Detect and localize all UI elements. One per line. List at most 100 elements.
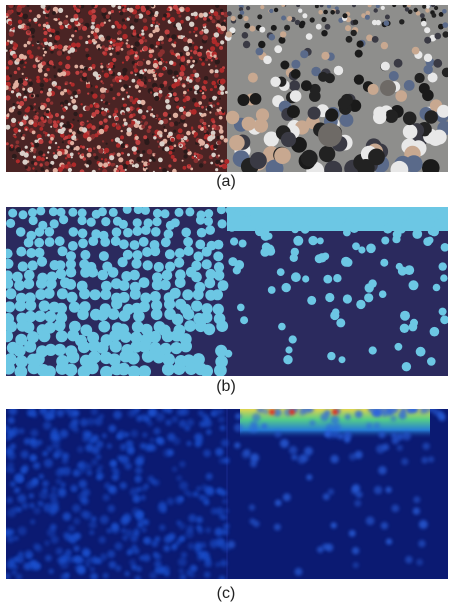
head-dot [191, 272, 202, 283]
person [327, 4, 331, 8]
crowd-speck [47, 91, 52, 96]
head-dot [218, 280, 229, 291]
density-blob [17, 494, 26, 503]
density-blob [178, 558, 187, 567]
person [325, 108, 338, 121]
head-dot [183, 237, 193, 247]
head-dot [28, 260, 38, 270]
density-blob [61, 573, 69, 581]
crowd-speck [176, 22, 181, 27]
person [258, 41, 265, 48]
crowd-speck [131, 45, 134, 48]
crowd-speck [49, 164, 53, 168]
density-blob [6, 497, 13, 504]
crowd-speck [29, 19, 32, 22]
crowd-speck [33, 156, 36, 159]
crowd-speck [29, 34, 31, 36]
crowd-speck [190, 23, 193, 26]
crowd-speck [8, 60, 13, 65]
crowd-speck [133, 47, 137, 51]
density-blob [70, 484, 78, 492]
crowd-speck [209, 69, 213, 73]
density-blob [78, 493, 86, 501]
crowd-speck [173, 113, 178, 118]
crowd-speck [131, 161, 133, 163]
density-blob [195, 542, 202, 549]
head-dot [411, 202, 420, 211]
crowd-speck [4, 85, 9, 90]
head-dot [109, 208, 118, 217]
head-dot [302, 275, 309, 282]
crowd-speck [88, 57, 92, 61]
crowd-speck [111, 25, 115, 29]
crowd-speck [121, 107, 123, 109]
density-blob [304, 447, 313, 456]
crowd-speck [31, 107, 34, 110]
density-blob [58, 489, 66, 497]
density-blob [377, 406, 385, 414]
person [243, 16, 248, 21]
crowd-speck [32, 167, 34, 169]
crowd-speck [25, 166, 28, 169]
head-dot [151, 309, 163, 321]
density-blob [309, 420, 315, 426]
density-blob [179, 523, 186, 530]
person [256, 48, 264, 56]
density-blob [164, 535, 172, 543]
density-blob [109, 486, 118, 495]
density-blob [49, 492, 58, 501]
crowd-speck [27, 4, 30, 7]
crowd-speck [122, 25, 126, 29]
density-blob [107, 443, 112, 448]
head-dot [44, 288, 55, 299]
crowd-speck [122, 34, 127, 39]
crowd-speck [182, 160, 184, 162]
ball [380, 80, 396, 96]
head-dot [123, 228, 133, 238]
density-blob [204, 419, 212, 427]
crowd-speck [65, 64, 70, 69]
crowd-speck [41, 43, 44, 46]
crowd-speck [95, 133, 99, 137]
head-dot [183, 308, 195, 320]
crowd-speck [198, 105, 200, 107]
person [403, 4, 407, 8]
head-dot [35, 248, 45, 258]
density-blob [154, 554, 161, 561]
density-blob [175, 540, 180, 545]
head-dot [265, 233, 272, 240]
crowd-speck [9, 74, 12, 77]
head-dot [142, 350, 155, 363]
crowd-speck [139, 104, 142, 107]
crowd-speck [126, 161, 130, 165]
crowd-speck [40, 91, 43, 94]
density-blob [196, 516, 203, 523]
head-dot [119, 239, 129, 249]
crowd-speck [161, 58, 163, 60]
person [250, 93, 262, 105]
head-dot [16, 247, 26, 257]
crowd-speck [219, 97, 221, 99]
crowd-speck [100, 63, 102, 65]
crowd-speck [18, 129, 21, 132]
density-blob [215, 448, 223, 456]
density-blob [345, 414, 351, 420]
crowd-speck [183, 106, 186, 109]
head-dot [202, 259, 212, 269]
crowd-speck [80, 145, 83, 148]
head-dot [291, 248, 299, 256]
crowd-speck [19, 101, 24, 106]
crowd-speck [96, 77, 100, 81]
crowd-speck [194, 27, 198, 31]
crowd-speck [105, 125, 109, 129]
crowd-speck [98, 162, 103, 167]
crowd-speck [134, 163, 139, 168]
crowd-speck [40, 105, 45, 110]
crowd-speck [14, 71, 17, 74]
head-dot [440, 274, 447, 281]
head-dot [293, 236, 303, 246]
crowd-speck [169, 122, 174, 127]
crowd-speck [125, 10, 128, 13]
density-blob [249, 504, 255, 510]
head-dot [409, 280, 419, 290]
